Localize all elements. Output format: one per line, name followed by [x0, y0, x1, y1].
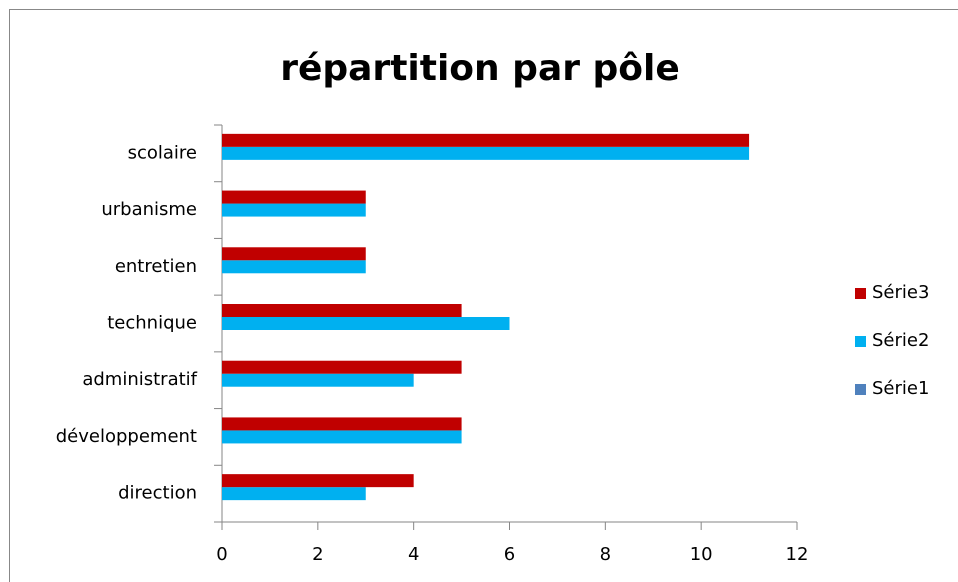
x-tick-label: 12 [786, 544, 809, 565]
y-tick-label: technique [107, 313, 197, 334]
bar [222, 203, 366, 217]
legend-label: Série1 [872, 378, 929, 399]
y-tick-label: direction [118, 483, 197, 504]
bar [222, 373, 414, 387]
x-tick-label: 2 [312, 544, 323, 565]
x-tick-label: 4 [408, 544, 419, 565]
y-tick-label: entretien [115, 256, 197, 277]
y-tick-label: urbanisme [101, 199, 197, 220]
bar [222, 260, 366, 274]
x-tick-label: 10 [690, 544, 713, 565]
bar [222, 317, 510, 330]
bar [222, 487, 366, 501]
legend-label: Série3 [872, 282, 929, 303]
bar [222, 417, 462, 431]
x-tick-label: 8 [600, 544, 611, 565]
legend-swatch [855, 288, 866, 299]
y-tick-label: administratif [82, 369, 197, 390]
legend-swatch [855, 384, 866, 395]
y-tick-label: développement [56, 426, 197, 447]
bar [222, 247, 366, 261]
bar [222, 360, 462, 374]
x-tick-label: 0 [216, 544, 227, 565]
legend-label: Série2 [872, 330, 929, 351]
bar [222, 430, 462, 444]
chart-frame [9, 9, 958, 582]
legend-swatch [855, 336, 866, 347]
bar [222, 190, 366, 204]
bar [222, 474, 414, 488]
x-tick-label: 6 [504, 544, 515, 565]
bar [222, 304, 462, 317]
bar [222, 146, 750, 160]
bar [222, 133, 750, 147]
y-tick-label: scolaire [128, 142, 197, 163]
chart-title: répartition par pôle [280, 48, 680, 89]
